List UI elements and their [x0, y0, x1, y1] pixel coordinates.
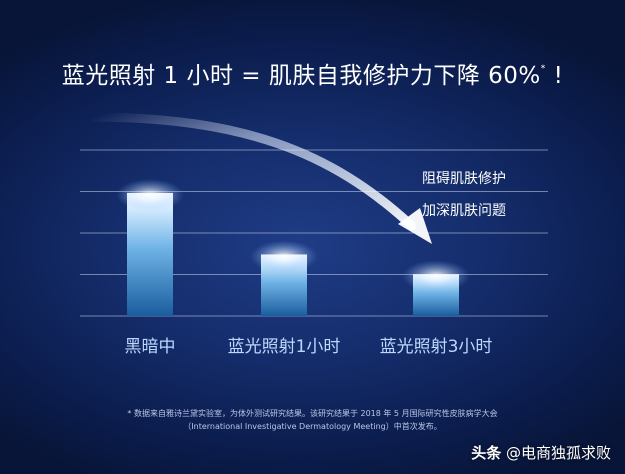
title-text: 蓝光照射 1 小时 = 肌肤自我修护力下降 60%: [61, 63, 541, 89]
bar-glows: [116, 178, 470, 293]
category-label: 蓝光照射1小时: [228, 337, 341, 357]
watermark-brand: 头条: [471, 444, 502, 462]
footnote-mark: *: [540, 64, 546, 74]
bar-glow: [402, 260, 470, 293]
category-label: 黑暗中: [125, 337, 176, 357]
trend-arrow-head: [398, 208, 432, 244]
trend-arrow-shaft: [90, 112, 417, 231]
chart-title: 蓝光照射 1 小时 = 肌肤自我修护力下降 60%* !: [0, 56, 625, 90]
title-exclamation: !: [545, 63, 564, 89]
footnote-line-1: * 数据来自雅诗兰黛实验室，为体外测试研究结果。该研究结果于 2018 年 5 …: [127, 409, 498, 418]
bar-glow: [250, 240, 318, 273]
annotation-line-2: 加深肌肤问题: [422, 203, 506, 219]
watermark: 头条 @电商独孤求败: [471, 442, 611, 463]
trend-arrow: [90, 112, 432, 244]
category-label: 蓝光照射3小时: [380, 337, 493, 357]
annotation-line-1: 阻碍肌肤修护: [422, 171, 506, 187]
category-labels: 黑暗中 蓝光照射1小时 蓝光照射3小时: [125, 337, 493, 357]
watermark-handle: @电商独孤求败: [501, 444, 611, 462]
footnote-line-2: （International Investigative Dermatology…: [183, 422, 442, 431]
bar-glow: [116, 178, 184, 211]
bar: [127, 192, 173, 316]
